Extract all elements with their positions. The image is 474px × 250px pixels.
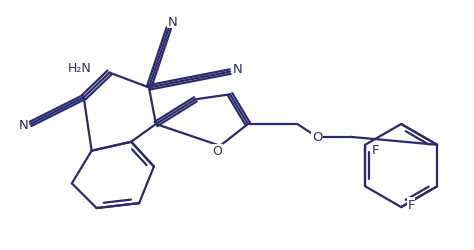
Text: H₂N: H₂N [68, 62, 91, 75]
Text: F: F [371, 144, 379, 156]
Text: N: N [18, 118, 28, 131]
Text: N: N [168, 16, 178, 28]
Text: O: O [212, 145, 222, 158]
Text: F: F [407, 198, 415, 211]
Text: O: O [312, 131, 322, 144]
Text: N: N [233, 63, 243, 76]
